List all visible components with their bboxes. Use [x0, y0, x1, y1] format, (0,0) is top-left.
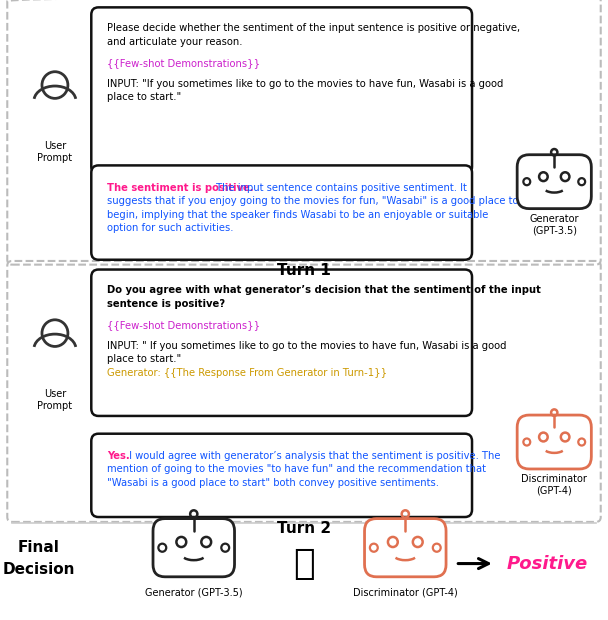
Text: Generator (GPT-3.5): Generator (GPT-3.5): [145, 588, 243, 598]
FancyBboxPatch shape: [91, 7, 472, 174]
Text: option for such activities.: option for such activities.: [107, 223, 233, 233]
Text: Turn 1: Turn 1: [277, 264, 331, 278]
Text: Discriminator
(GPT-4): Discriminator (GPT-4): [521, 474, 587, 496]
FancyBboxPatch shape: [517, 415, 592, 469]
Text: Generator: {{The Response From Generator in Turn-1}}: Generator: {{The Response From Generator…: [107, 368, 387, 378]
Text: Please decide whether the sentiment of the input sentence is positive or negativ: Please decide whether the sentiment of t…: [107, 24, 520, 33]
Text: sentence is positive?: sentence is positive?: [107, 299, 225, 309]
Text: Decision: Decision: [2, 562, 75, 577]
Text: Positive: Positive: [506, 554, 588, 573]
Text: Turn 2: Turn 2: [277, 521, 331, 536]
Text: begin, implying that the speaker finds Wasabi to be an enjoyable or suitable: begin, implying that the speaker finds W…: [107, 210, 488, 219]
Text: {{Few-shot Demonstrations}}: {{Few-shot Demonstrations}}: [107, 58, 260, 68]
Text: suggests that if you enjoy going to the movies for fun, "Wasabi" is a good place: suggests that if you enjoy going to the …: [107, 196, 518, 206]
Text: INPUT: "If you sometimes like to go to the movies to have fun, Wasabi is a good: INPUT: "If you sometimes like to go to t…: [107, 79, 503, 89]
Text: INPUT: " If you sometimes like to go to the movies to have fun, Wasabi is a good: INPUT: " If you sometimes like to go to …: [107, 341, 506, 351]
Text: User
Prompt: User Prompt: [37, 141, 72, 162]
Text: 🤝: 🤝: [293, 547, 315, 580]
Text: mention of going to the movies "to have fun" and the recommendation that: mention of going to the movies "to have …: [107, 464, 486, 474]
Text: Final: Final: [18, 540, 60, 555]
Text: The sentiment is positive.: The sentiment is positive.: [107, 182, 254, 193]
Text: "Wasabi is a good place to start" both convey positive sentiments.: "Wasabi is a good place to start" both c…: [107, 478, 439, 488]
Text: place to start.": place to start.": [107, 92, 181, 102]
FancyBboxPatch shape: [153, 518, 235, 577]
Text: {{Few-shot Demonstrations}}: {{Few-shot Demonstrations}}: [107, 321, 260, 330]
Text: Discriminator (GPT-4): Discriminator (GPT-4): [353, 588, 458, 598]
FancyBboxPatch shape: [91, 434, 472, 517]
FancyBboxPatch shape: [91, 166, 472, 260]
Text: Yes.: Yes.: [107, 451, 130, 461]
Text: User
Prompt: User Prompt: [37, 389, 72, 410]
Text: Do you agree with what generator’s decision that the sentiment of the input: Do you agree with what generator’s decis…: [107, 285, 541, 296]
FancyBboxPatch shape: [91, 270, 472, 416]
FancyBboxPatch shape: [365, 518, 446, 577]
Text: The input sentence contains positive sentiment. It: The input sentence contains positive sen…: [213, 182, 467, 193]
Text: place to start.": place to start.": [107, 354, 181, 364]
FancyBboxPatch shape: [517, 155, 592, 208]
Text: Generator
(GPT-3.5): Generator (GPT-3.5): [530, 214, 579, 236]
Text: and articulate your reason.: and articulate your reason.: [107, 37, 242, 46]
Text: I would agree with generator’s analysis that the sentiment is positive. The: I would agree with generator’s analysis …: [126, 451, 501, 461]
